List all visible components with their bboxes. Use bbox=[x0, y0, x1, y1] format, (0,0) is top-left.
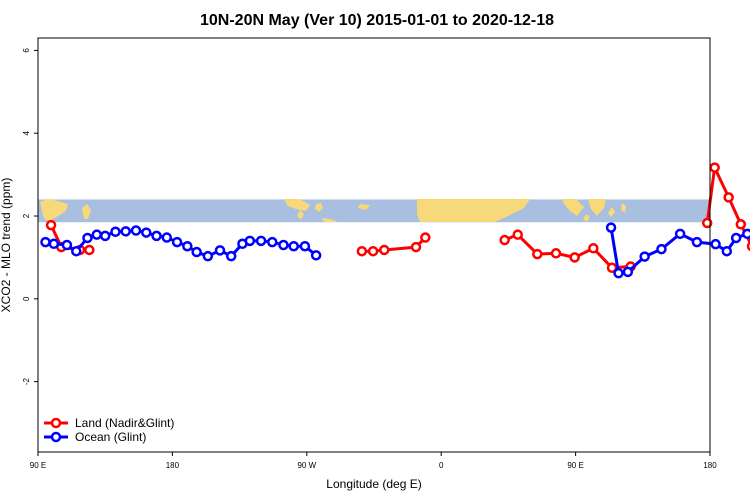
ocean-point bbox=[120, 226, 131, 237]
x-tick-label: 90 E bbox=[30, 461, 46, 470]
ocean-point bbox=[151, 230, 162, 242]
plot-frame bbox=[37, 37, 711, 453]
ocean-point bbox=[130, 225, 142, 236]
series-ocean bbox=[40, 222, 750, 279]
land-shape bbox=[358, 204, 370, 210]
legend-land-label: Land (Nadir&Glint) bbox=[75, 416, 174, 430]
chart-title: 10N-20N May (Ver 10) 2015-01-01 to 2020-… bbox=[200, 12, 554, 29]
land-shape bbox=[322, 218, 338, 222]
x-tick-label: 180 bbox=[166, 461, 180, 470]
x-tick-label: 180 bbox=[703, 461, 717, 470]
land-shape bbox=[562, 199, 584, 216]
x-axis-ticks: 90 E 180 90 W 0 90 E 180 bbox=[30, 452, 717, 470]
ocean-point bbox=[161, 232, 173, 243]
land-point bbox=[356, 245, 368, 257]
ocean-point bbox=[82, 232, 93, 244]
ocean-point bbox=[278, 239, 289, 251]
land-point bbox=[84, 244, 95, 256]
ocean-point bbox=[299, 240, 311, 252]
ocean-point bbox=[267, 236, 278, 248]
legend-land-marker bbox=[50, 417, 62, 429]
ocean-point bbox=[214, 245, 226, 256]
ocean-point bbox=[674, 228, 686, 240]
land-shape bbox=[297, 210, 304, 220]
land-point bbox=[532, 248, 543, 260]
land-shape bbox=[40, 199, 68, 221]
land-shape bbox=[621, 203, 626, 213]
legend: Land (Nadir&Glint)Ocean (Glint) bbox=[44, 416, 174, 444]
ocean-point bbox=[721, 245, 733, 257]
land-shape bbox=[82, 204, 91, 219]
ocean-point bbox=[613, 267, 624, 279]
land-point bbox=[709, 162, 720, 173]
x-tick-label: 90 E bbox=[567, 461, 583, 470]
series-layer bbox=[40, 162, 750, 279]
ocean-point bbox=[171, 236, 183, 248]
ocean-point bbox=[191, 246, 202, 258]
ocean-point bbox=[742, 228, 750, 240]
x-tick-label: 0 bbox=[439, 461, 444, 470]
y-axis-label: XCO2 - MLO trend (ppm) bbox=[0, 178, 13, 313]
ocean-point bbox=[99, 230, 111, 242]
land-shape bbox=[284, 199, 310, 211]
legend-ocean-marker bbox=[50, 431, 62, 443]
ocean-point bbox=[40, 236, 51, 248]
y-tick-label: 6 bbox=[22, 48, 31, 53]
ocean-point bbox=[202, 250, 214, 262]
land-point bbox=[588, 243, 599, 254]
land-point bbox=[723, 192, 734, 203]
legend-ocean-label: Ocean (Glint) bbox=[75, 430, 146, 444]
land-line bbox=[705, 166, 750, 246]
ocean-point bbox=[255, 235, 267, 247]
land-point bbox=[512, 229, 523, 240]
ocean-band bbox=[38, 199, 710, 223]
ocean-point bbox=[691, 236, 703, 248]
ocean-point bbox=[310, 250, 322, 261]
land-point bbox=[569, 252, 580, 263]
y-tick-label: 2 bbox=[22, 213, 31, 218]
ocean-point bbox=[71, 245, 82, 257]
land-point bbox=[367, 245, 379, 257]
ocean-point bbox=[182, 240, 193, 252]
ocean-point bbox=[288, 240, 299, 252]
x-axis-label: Longitude (deg E) bbox=[326, 477, 421, 491]
ocean-point bbox=[244, 235, 256, 247]
y-tick-label: -2 bbox=[22, 378, 31, 386]
x-tick-label: 90 W bbox=[297, 461, 316, 470]
land-shape bbox=[417, 199, 530, 222]
ocean-point bbox=[639, 251, 650, 262]
ocean-point bbox=[110, 226, 121, 238]
land-shape bbox=[315, 203, 323, 212]
land-point bbox=[606, 262, 618, 274]
land-point bbox=[45, 219, 57, 231]
ocean-point bbox=[622, 266, 634, 278]
ocean-point bbox=[141, 227, 152, 238]
ocean-point bbox=[710, 238, 721, 250]
land-point bbox=[735, 219, 747, 230]
ocean-point bbox=[91, 229, 103, 240]
ocean-point bbox=[605, 222, 617, 233]
land-point bbox=[410, 241, 422, 253]
world-map-band bbox=[38, 199, 710, 223]
y-tick-label: 4 bbox=[22, 130, 31, 135]
land-point bbox=[701, 217, 713, 229]
y-axis-ticks: -2 0 2 4 6 bbox=[22, 48, 38, 386]
ocean-point bbox=[730, 232, 742, 244]
land-point bbox=[379, 244, 390, 256]
ocean-point bbox=[48, 238, 60, 250]
ocean-point bbox=[61, 239, 73, 251]
ocean-point bbox=[225, 250, 237, 262]
land-point bbox=[550, 248, 562, 259]
land-shape bbox=[588, 199, 606, 216]
land-shape bbox=[583, 214, 590, 222]
land-point bbox=[420, 232, 431, 243]
y-tick-label: 0 bbox=[22, 296, 31, 301]
land-point bbox=[499, 234, 510, 246]
land-shape bbox=[608, 207, 615, 217]
ocean-point bbox=[656, 243, 667, 255]
